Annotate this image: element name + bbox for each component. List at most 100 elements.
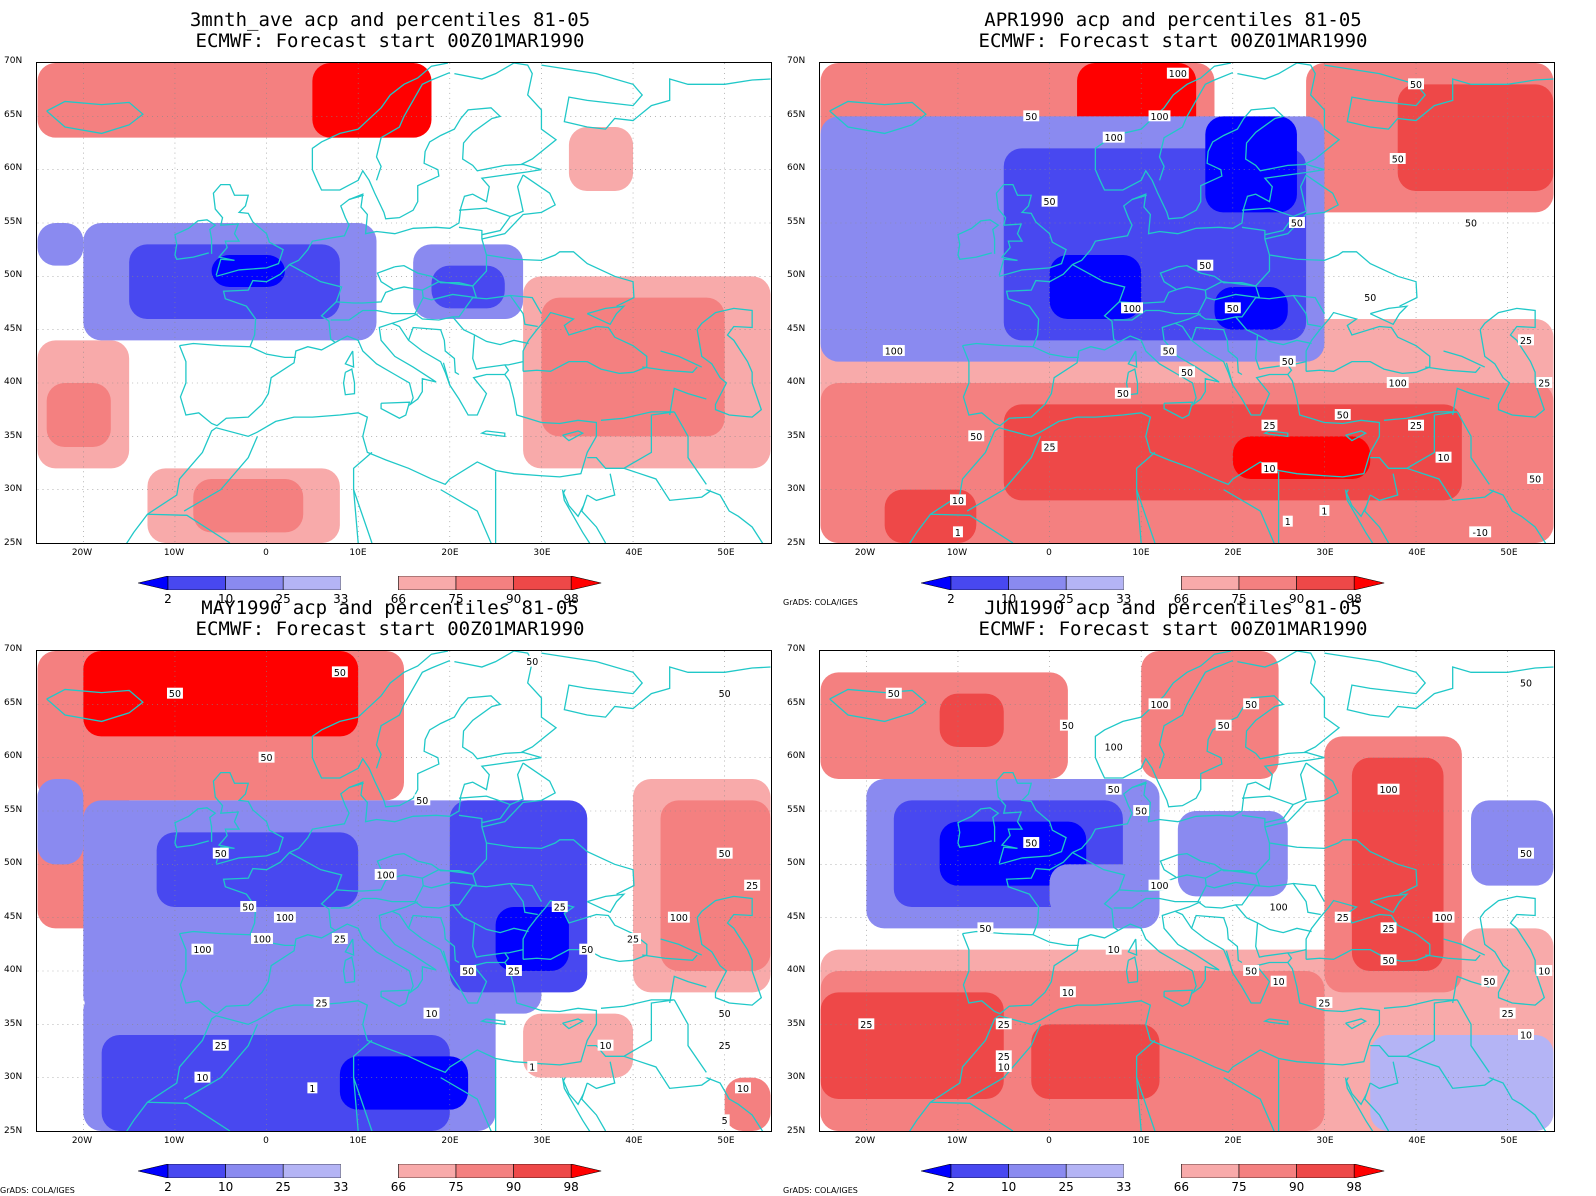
coast-line (479, 1018, 506, 1026)
contour-label-bg (1160, 345, 1177, 356)
latitude-tick-label: 70N (4, 56, 23, 66)
contour-label-bg (716, 1039, 733, 1051)
latitude-tick-label: 65N (4, 109, 23, 120)
coast-line (909, 910, 1381, 1131)
map-svg (37, 63, 771, 543)
contour-label: 25 (334, 934, 346, 945)
coast-line (1032, 934, 1079, 947)
contour-label-bg (1133, 805, 1150, 816)
coast-line (1158, 659, 1234, 769)
contour-label-bg (597, 1039, 614, 1051)
legend-arrow-right (570, 576, 602, 590)
legend-swatch (167, 1164, 226, 1178)
contour-label: 100 (1105, 133, 1123, 144)
contour-label-bg (735, 1082, 751, 1094)
contour-label-bg (212, 847, 229, 859)
coast-line (1135, 489, 1156, 543)
contour-label-bg (251, 933, 273, 944)
color-legend-bar (921, 1164, 1456, 1178)
contour-label-bg (1408, 419, 1425, 431)
contour-label-bg (1267, 901, 1290, 912)
latitude-tick-label: 45N (787, 911, 806, 922)
coast-line (472, 922, 524, 958)
latitude-tick-label: 55N (787, 804, 806, 815)
shaded-region (1177, 811, 1288, 897)
longitude-tick-label: 10E (1132, 548, 1150, 558)
contour-label: 100 (1380, 785, 1398, 796)
latitude-tick-label: 60N (787, 751, 806, 762)
coast-line (183, 436, 259, 512)
contour-label: 25 (1337, 913, 1349, 924)
map-plot-area: 50 50 100 50 50 50 100 100 50 50 50 50 100 100 25 25 100… (819, 650, 1555, 1132)
percentile-shading (820, 651, 1554, 1131)
contour-label-bg (1518, 677, 1534, 688)
shaded-region (37, 223, 84, 266)
coast-line (342, 956, 356, 984)
contour-label: 50 (1529, 474, 1541, 485)
contour-label-bg (1270, 975, 1287, 987)
contour-label: 50 (416, 796, 428, 807)
contour-label-bg (240, 901, 257, 912)
contour-label: 50 (261, 753, 273, 764)
shaded-region (1049, 864, 1160, 918)
coast-line (1135, 1039, 1156, 1131)
longitude-tick-label: 50E (1500, 1136, 1518, 1146)
contour-label: 10 (1108, 945, 1120, 956)
longitude-tick-label: 50E (717, 548, 735, 558)
contour-label-bg (995, 1018, 1012, 1030)
coast-line (249, 346, 296, 359)
coast-line (669, 975, 707, 1004)
coast-line (1425, 954, 1481, 961)
contour-label-bg (1380, 954, 1397, 966)
legend-tick-label: 66 (390, 1180, 407, 1194)
contour-label: 50 (1117, 389, 1129, 400)
contour-label-bg (995, 1061, 1012, 1072)
contour-label: 25 (1044, 442, 1056, 453)
longitude-tick-label: 0 (263, 1136, 269, 1146)
contour-label: 10 (1538, 966, 1550, 977)
longitude-tick-label: 40E (1408, 1136, 1426, 1146)
coast-line (829, 688, 927, 723)
contour-label: 10 (600, 1041, 612, 1052)
coast-line (1127, 938, 1138, 956)
coast-line (183, 1024, 259, 1100)
contour-label: 10 (998, 1062, 1010, 1073)
contour-label-bg (1386, 377, 1409, 388)
coastlines (46, 63, 771, 543)
coast-line (380, 989, 411, 1007)
legend-arrow-left (138, 1164, 169, 1178)
coast-line (394, 226, 488, 287)
panel-title: 3mnth_ave acp and percentiles 81-05 (189, 9, 591, 31)
latitude-tick-label: 40N (4, 377, 23, 388)
longitude-tick-label: 20E (441, 548, 459, 558)
longitude-tick-label: 10E (349, 1136, 367, 1146)
coast-line (452, 904, 529, 934)
legend-tick-label: 66 (1173, 592, 1190, 606)
latitude-tick-label: 50N (4, 270, 23, 281)
legend-arrow-right (1353, 576, 1385, 590)
coast-line (479, 430, 506, 438)
grads-credit: GrADS: COLA/IGES (783, 1186, 858, 1195)
coast-line (407, 914, 460, 964)
longitude-tick-label: 20E (1224, 1136, 1242, 1146)
coast-line (481, 174, 557, 240)
coast-line (1370, 999, 1458, 1057)
coast-line (1177, 814, 1271, 875)
contour-label: 1 (1285, 517, 1291, 528)
latitude-tick-label: 60N (787, 163, 806, 174)
percentile-shading (37, 63, 771, 543)
contour-label: 25 (1538, 378, 1550, 389)
contour-label-bg (194, 1071, 211, 1083)
longitude-tick-label: 10W (946, 1136, 968, 1146)
contour-label: 50 (462, 966, 474, 977)
contour-label-bg (460, 965, 477, 976)
legend-swatch (1008, 1164, 1067, 1178)
latitude-tick-label: 70N (4, 644, 23, 654)
contour-label: 50 (1245, 966, 1257, 977)
panel-title: JUN1990 acp and percentiles 81-05 (984, 597, 1362, 619)
grid-lines (37, 63, 771, 543)
contour-label-bg (423, 1007, 440, 1019)
coast-line (1223, 489, 1275, 543)
coast-line (1131, 194, 1147, 201)
legend-swatch (1065, 1164, 1125, 1178)
